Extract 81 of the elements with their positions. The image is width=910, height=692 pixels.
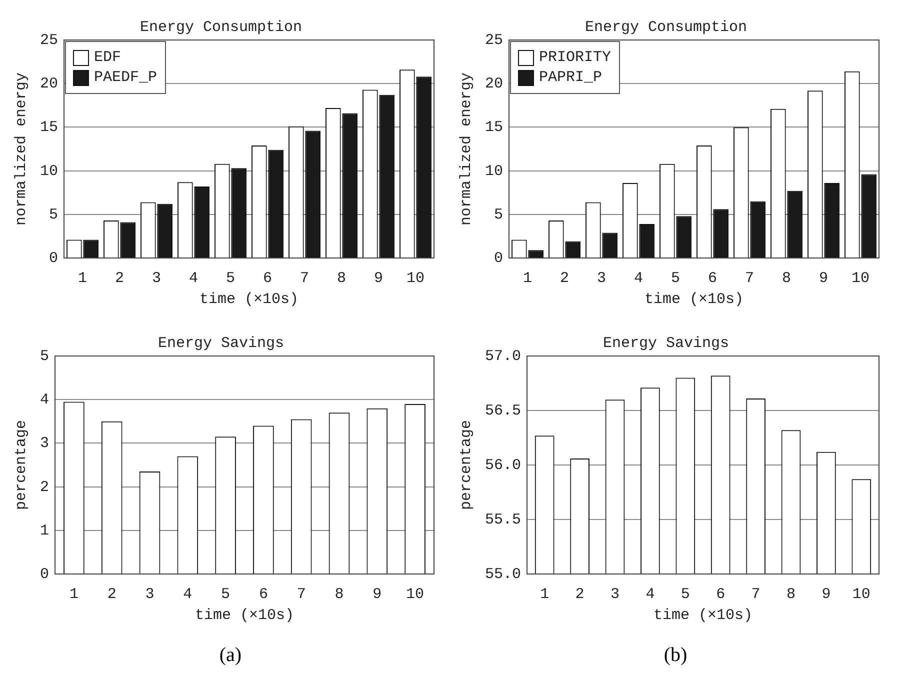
y-tick-label: 20 xyxy=(484,76,504,93)
x-tick-label: 4 xyxy=(188,270,198,287)
x-tick-label: 2 xyxy=(575,586,584,603)
x-tick-label: 3 xyxy=(145,586,154,603)
x-tick-label: 3 xyxy=(610,586,620,603)
x-tick-label: 10 xyxy=(406,586,424,603)
y-axis-title: normalized energy xyxy=(458,72,475,226)
y-tick-label: 0 xyxy=(48,250,58,267)
x-tick-label: 5 xyxy=(226,270,236,287)
y-tick-label: 15 xyxy=(40,119,58,136)
y-tick-label: 5 xyxy=(48,206,58,224)
x-tick-label: 9 xyxy=(818,270,828,287)
x-tick-label: 7 xyxy=(300,270,310,287)
x-tick-label: 9 xyxy=(822,586,831,603)
y-tick-label: 56.5 xyxy=(484,402,522,420)
x-tick-label: 10 xyxy=(406,270,425,287)
x-axis-title: time (×10s) xyxy=(644,290,744,308)
y-tick-label: 0 xyxy=(40,566,49,583)
chart-title: Energy Consumption xyxy=(584,18,748,36)
legend-label: EDF xyxy=(94,49,122,66)
chart-title: Energy Consumption xyxy=(140,18,302,36)
x-tick-label: 8 xyxy=(782,270,792,287)
y-tick-label: 4 xyxy=(40,392,49,409)
y-tick-label: 5 xyxy=(40,348,49,365)
x-tick-label: 1 xyxy=(540,586,550,603)
x-tick-label: 10 xyxy=(852,586,870,603)
y-tick-label: 25 xyxy=(40,32,58,49)
x-tick-label: 7 xyxy=(296,586,306,603)
x-tick-label: 1 xyxy=(69,586,78,603)
x-tick-label: 4 xyxy=(183,586,192,603)
y-tick-label: 25 xyxy=(484,32,504,49)
x-tick-label: 3 xyxy=(152,270,162,287)
chart-title: Energy Savings xyxy=(602,334,730,352)
x-tick-label: 10 xyxy=(851,270,870,287)
x-tick-label: 6 xyxy=(716,586,726,603)
y-tick-label: 5 xyxy=(494,206,504,224)
x-tick-label: 8 xyxy=(786,586,796,603)
x-tick-label: 8 xyxy=(334,586,344,603)
y-tick-label: 56.0 xyxy=(484,456,522,474)
x-tick-label: 2 xyxy=(114,270,124,287)
x-tick-label: 5 xyxy=(670,270,680,287)
x-tick-label: 5 xyxy=(221,586,230,603)
legend-label: PAPRI_P xyxy=(539,69,602,86)
y-tick-label: 0 xyxy=(494,250,504,267)
y-tick-label: 15 xyxy=(484,119,504,136)
x-tick-label: 5 xyxy=(680,586,690,603)
x-tick-label: 6 xyxy=(708,270,718,287)
x-tick-label: 9 xyxy=(372,586,382,603)
x-tick-label: 4 xyxy=(646,586,655,603)
x-tick-label: 6 xyxy=(258,586,268,603)
x-axis-title: time (×10s) xyxy=(194,606,294,624)
text: (a) xyxy=(218,644,243,667)
x-tick-label: 2 xyxy=(107,586,116,603)
y-tick-label: 10 xyxy=(484,162,504,180)
y-tick-label: 2 xyxy=(40,478,49,496)
y-axis-title: percentage xyxy=(458,420,475,510)
legend-label: PAEDF_P xyxy=(94,69,158,86)
legend-label: PRIORITY xyxy=(539,49,612,66)
y-axis-title: percentage xyxy=(12,420,30,510)
x-tick-label: 1 xyxy=(522,270,532,287)
x-tick-label: 6 xyxy=(262,270,272,287)
y-tick-label: 57.0 xyxy=(484,348,522,365)
y-tick-label: 1 xyxy=(40,522,49,540)
x-tick-label: 8 xyxy=(336,270,346,287)
x-tick-label: 1 xyxy=(78,270,88,287)
y-tick-label: 3 xyxy=(40,435,49,452)
x-tick-label: 2 xyxy=(560,270,570,287)
text: (b) xyxy=(662,644,688,667)
chart-title: Energy Savings xyxy=(158,334,284,352)
x-axis-title: time (×10s) xyxy=(199,290,299,308)
x-axis-title: time (×10s) xyxy=(653,606,753,624)
x-tick-label: 4 xyxy=(634,270,644,287)
y-tick-label: 55.0 xyxy=(484,566,522,583)
y-tick-label: 55.5 xyxy=(484,511,522,528)
x-tick-label: 9 xyxy=(374,270,384,287)
x-tick-label: 7 xyxy=(744,270,754,287)
x-tick-label: 7 xyxy=(751,586,760,603)
y-tick-label: 20 xyxy=(40,76,58,93)
y-tick-label: 10 xyxy=(40,162,58,180)
y-axis-title: normalized energy xyxy=(12,72,30,226)
x-tick-label: 3 xyxy=(596,270,606,287)
